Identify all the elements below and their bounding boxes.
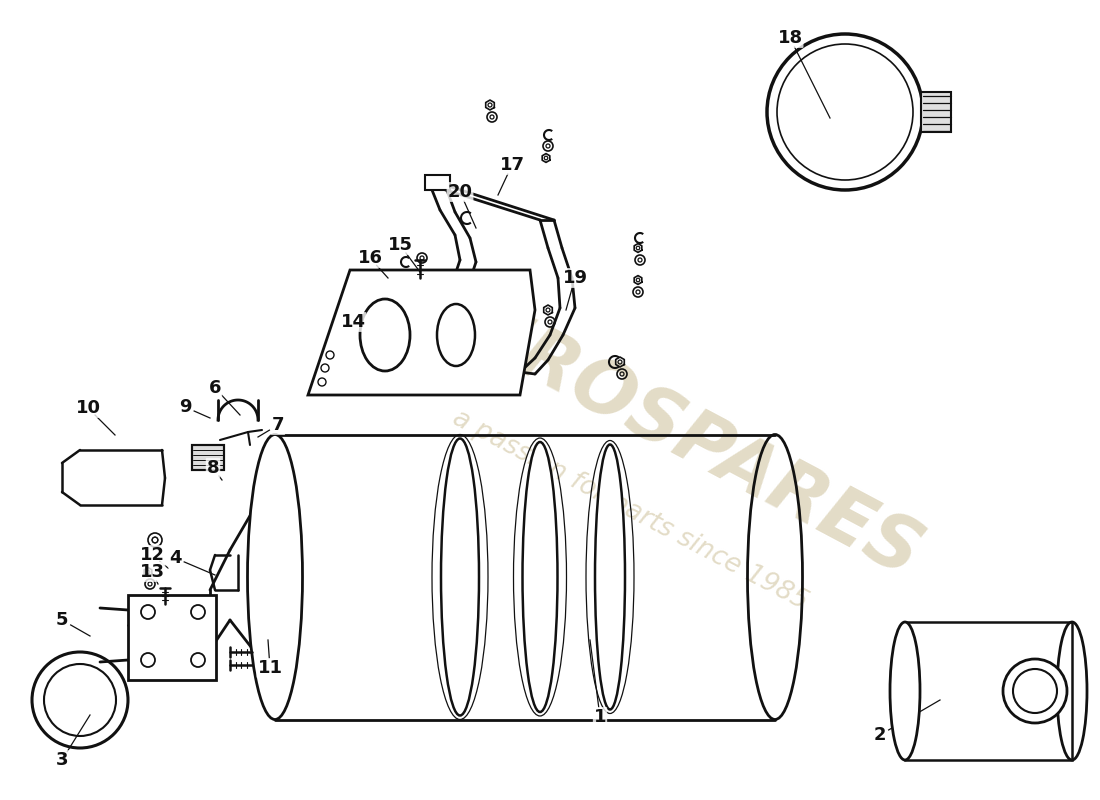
Text: 2: 2 (873, 726, 887, 744)
Ellipse shape (595, 445, 625, 710)
Bar (128, 595, 216, 680)
Text: EUROSPARES: EUROSPARES (407, 267, 933, 593)
Bar (192, 445, 224, 470)
Bar (921, 92, 952, 132)
Text: 9: 9 (178, 398, 191, 416)
Ellipse shape (890, 622, 920, 760)
Text: 5: 5 (56, 611, 68, 629)
Text: 13: 13 (140, 563, 165, 581)
Text: 12: 12 (140, 546, 165, 564)
Text: 10: 10 (76, 399, 100, 417)
Text: 3: 3 (56, 751, 68, 769)
Text: 7: 7 (272, 416, 284, 434)
Text: 20: 20 (448, 183, 473, 201)
Ellipse shape (248, 434, 302, 719)
Text: 8: 8 (207, 459, 219, 477)
Bar (192, 445, 224, 470)
Text: 19: 19 (562, 269, 587, 287)
Circle shape (32, 652, 128, 748)
Text: 17: 17 (499, 156, 525, 174)
Polygon shape (308, 270, 535, 395)
Text: 6: 6 (209, 379, 221, 397)
Circle shape (1003, 659, 1067, 723)
Ellipse shape (522, 442, 558, 712)
Text: 16: 16 (358, 249, 383, 267)
Text: 14: 14 (341, 313, 365, 331)
Text: 11: 11 (257, 659, 283, 677)
Bar (905, 622, 1072, 760)
Text: 4: 4 (168, 549, 182, 567)
Text: 18: 18 (778, 29, 803, 47)
Ellipse shape (441, 438, 478, 715)
Ellipse shape (437, 304, 475, 366)
Text: 15: 15 (387, 236, 412, 254)
Ellipse shape (360, 299, 410, 371)
Text: a passion for parts since 1985: a passion for parts since 1985 (448, 405, 812, 615)
Bar (425, 175, 450, 190)
Text: 1: 1 (594, 708, 606, 726)
